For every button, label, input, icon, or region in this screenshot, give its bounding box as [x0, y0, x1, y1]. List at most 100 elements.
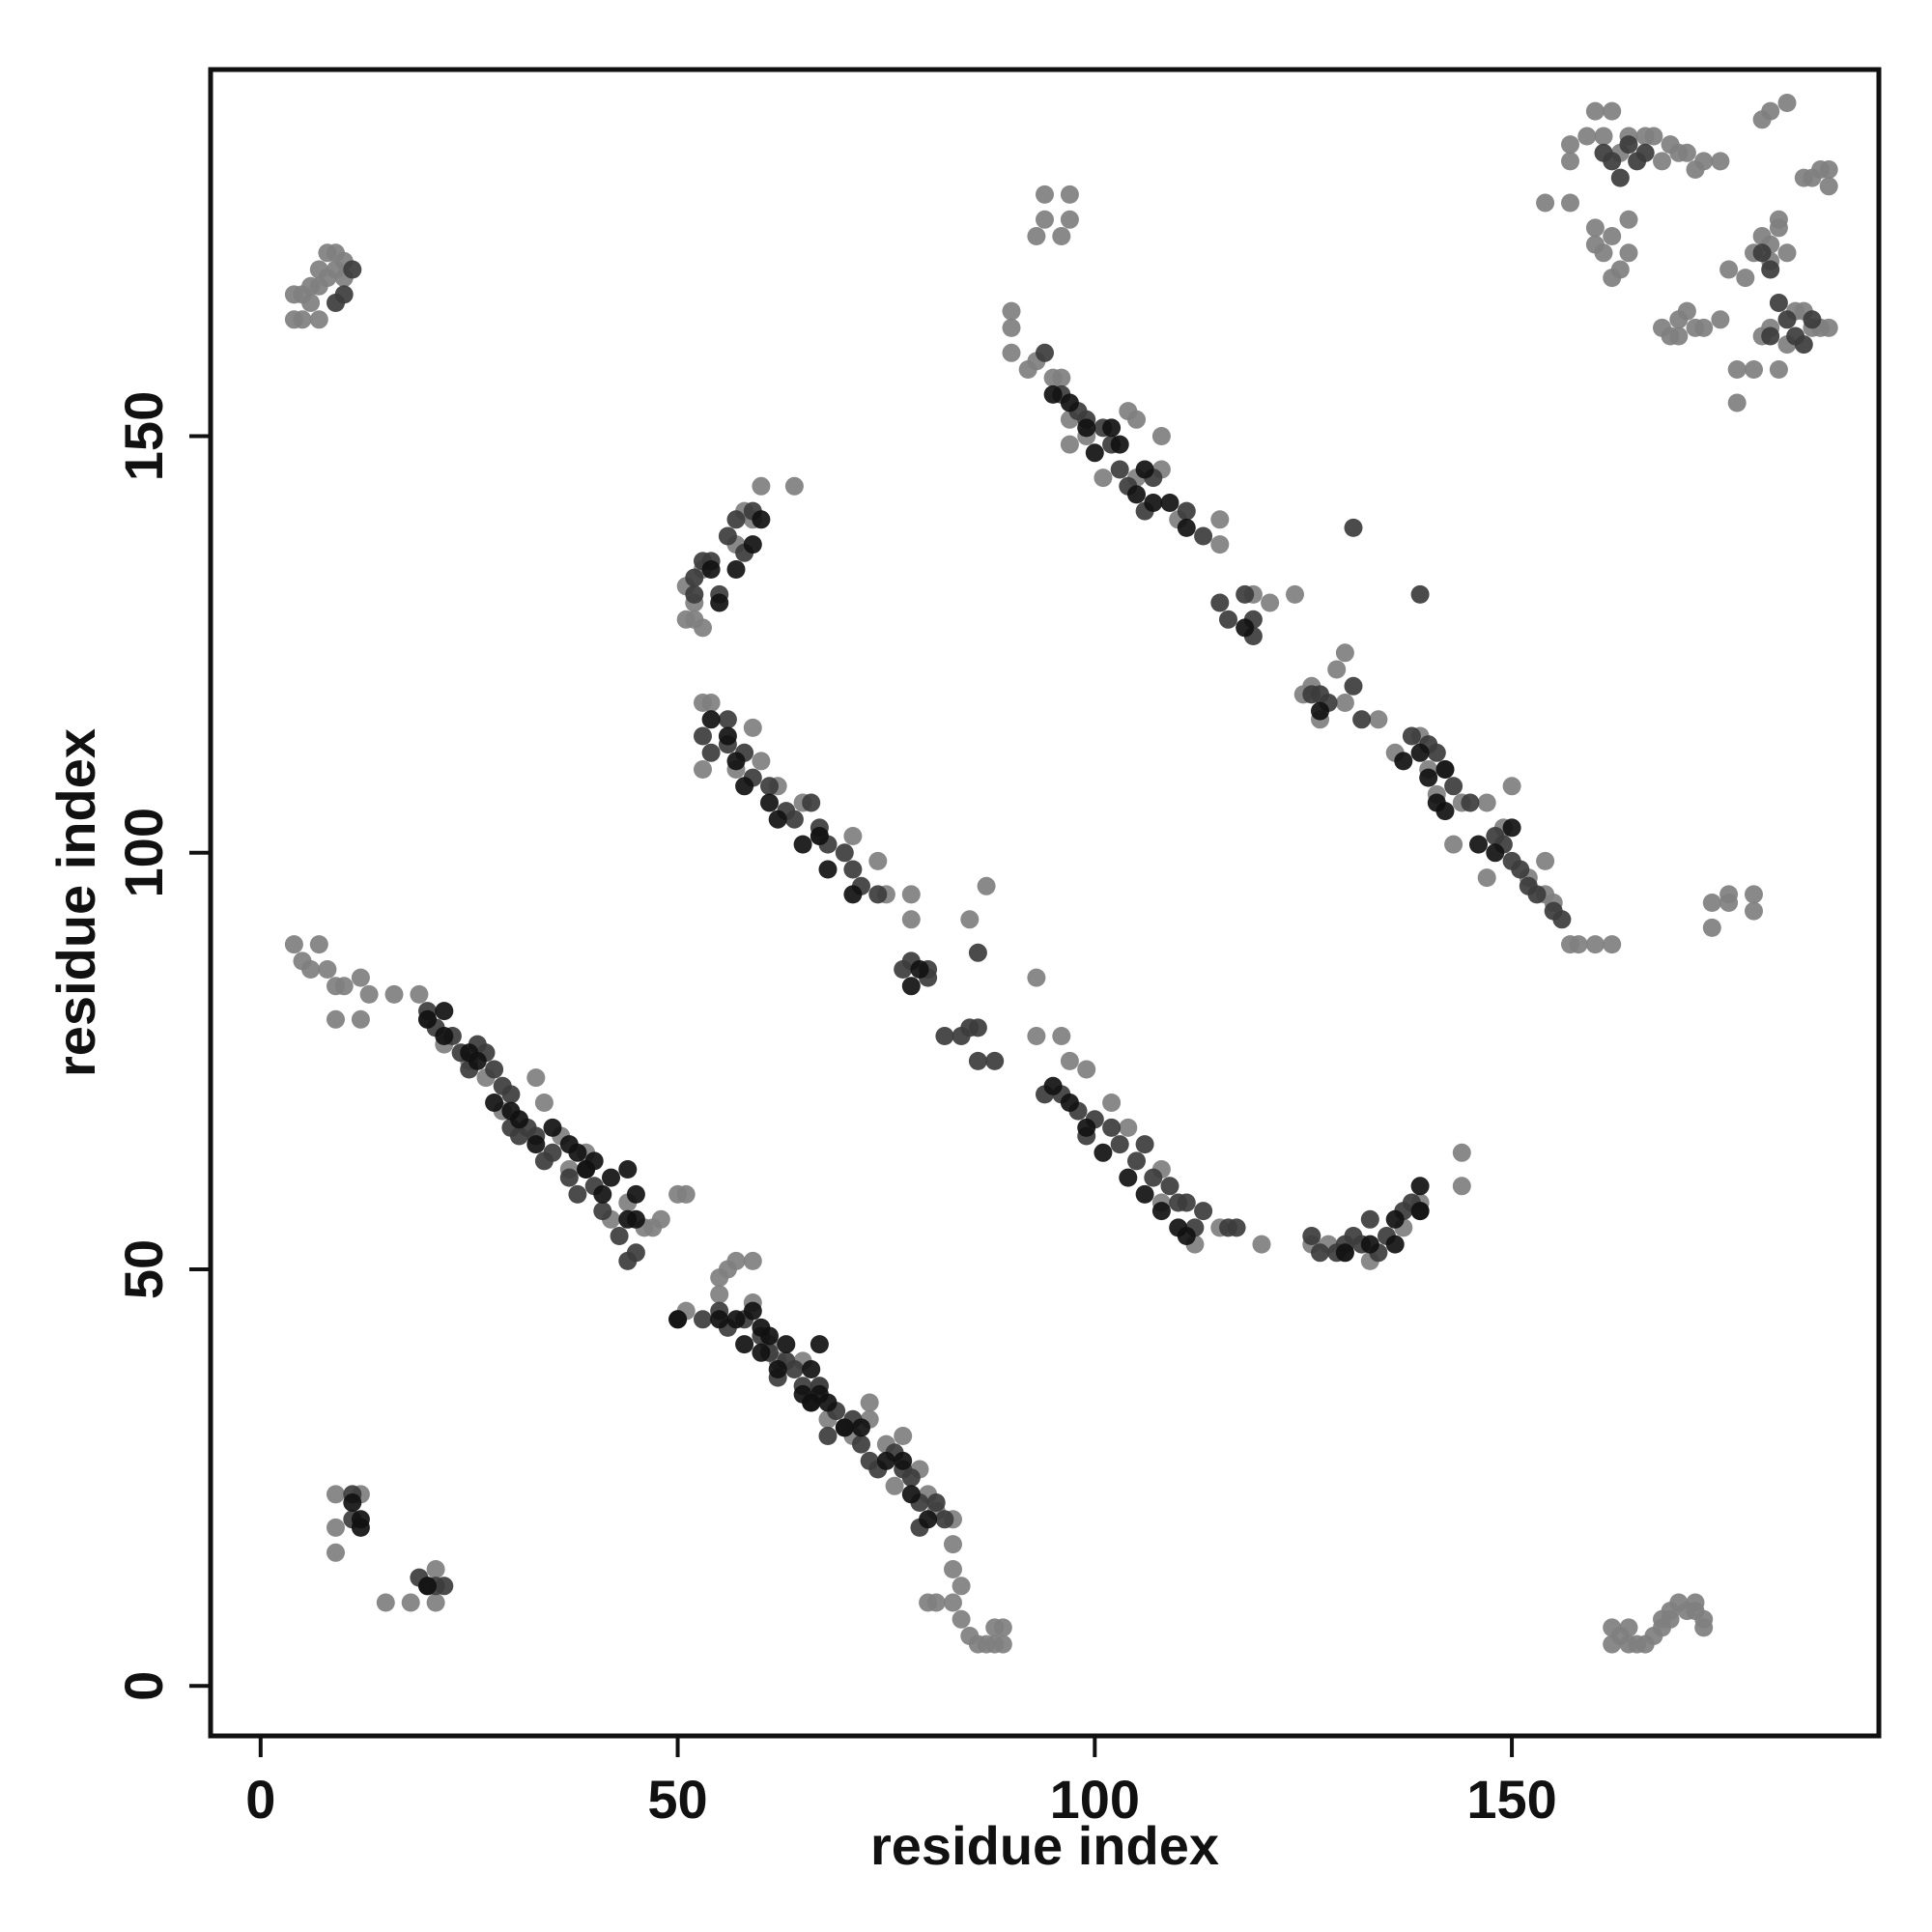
contact-point [1635, 143, 1655, 162]
contact-point [1777, 243, 1797, 263]
contact-point [1102, 418, 1122, 438]
contact-point [901, 1485, 921, 1504]
contact-point [1085, 443, 1104, 463]
contact-point [376, 1593, 395, 1612]
contact-point [1094, 469, 1113, 488]
contact-point [1669, 327, 1689, 346]
contact-point [1694, 1618, 1714, 1637]
contact-point [743, 535, 762, 554]
contact-point [309, 310, 328, 329]
contact-point [1127, 410, 1146, 429]
contact-point [735, 1335, 754, 1354]
contact-point [301, 960, 321, 979]
contact-point [351, 1009, 370, 1029]
contact-point [710, 593, 729, 612]
y-axis: 0 50 100 150 [113, 391, 211, 1701]
contact-point [1569, 935, 1588, 954]
contact-point [568, 1184, 587, 1204]
contact-point [843, 827, 863, 845]
contact-point [1394, 752, 1413, 771]
contact-point [534, 1094, 554, 1112]
contact-point [284, 935, 303, 954]
contact-point [860, 1393, 879, 1412]
contact-point [1360, 1235, 1379, 1254]
contact-point [1177, 518, 1196, 537]
contact-point [318, 960, 337, 979]
contact-point [618, 1160, 638, 1179]
contact-point [1711, 152, 1730, 171]
contact-point [1194, 526, 1213, 546]
contact-point [426, 1560, 445, 1578]
contact-point [1077, 1118, 1096, 1137]
contact-point [1110, 435, 1129, 454]
contact-point [768, 810, 787, 829]
contact-point [327, 1543, 345, 1562]
contact-point [485, 1094, 504, 1112]
contact-point [1794, 335, 1813, 355]
contact-point [993, 1634, 1012, 1654]
contact-point [1060, 185, 1079, 204]
contact-point [1702, 894, 1721, 912]
contact-point [1561, 135, 1579, 155]
contact-point [468, 1051, 487, 1070]
contact-point [1702, 918, 1721, 937]
contact-point [1402, 726, 1421, 746]
contact-point [752, 1343, 771, 1362]
contact-point [1002, 301, 1021, 321]
contact-point [1410, 1177, 1430, 1196]
contact-point [1561, 193, 1579, 213]
contact-point [1002, 343, 1021, 362]
contact-point [1360, 1209, 1379, 1229]
contact-point [760, 793, 779, 812]
contact-point [1694, 152, 1714, 171]
y-tick-label: 0 [113, 1671, 174, 1701]
contact-point [885, 1476, 904, 1495]
contact-point [418, 1009, 437, 1029]
contact-point [968, 1018, 987, 1037]
contact-point [1745, 360, 1763, 379]
contact-point [1819, 318, 1838, 337]
contact-point [985, 1051, 1005, 1070]
contact-point [1577, 127, 1597, 146]
contact-point [901, 885, 921, 904]
contact-point [351, 1518, 370, 1537]
contact-point [501, 1085, 521, 1104]
contact-point [894, 960, 913, 979]
contact-point [694, 726, 712, 746]
contact-point [1060, 435, 1079, 454]
contact-point [1435, 760, 1455, 779]
contact-point [944, 1535, 962, 1554]
contact-point [760, 1326, 779, 1346]
contact-point [894, 1427, 913, 1445]
contact-point [1144, 1168, 1163, 1187]
contact-point [726, 510, 746, 529]
y-axis-title: residue index [45, 728, 106, 1077]
contact-point [1427, 743, 1446, 762]
contact-point [901, 910, 921, 929]
contact-point [968, 1051, 987, 1070]
contact-point [1585, 935, 1605, 954]
contact-point [1135, 1135, 1154, 1154]
contact-point [752, 476, 771, 496]
x-tick-label: 100 [1050, 1769, 1140, 1830]
contact-point [852, 1435, 870, 1454]
contact-point [1619, 135, 1638, 155]
contact-point [1002, 318, 1021, 337]
contact-point [1210, 510, 1230, 529]
contact-point [1502, 777, 1521, 796]
contact-point [1769, 218, 1788, 238]
contact-point [610, 1227, 629, 1245]
contact-point [1619, 1618, 1638, 1637]
plot-frame [208, 67, 1882, 1739]
contact-point [926, 1493, 946, 1512]
contact-point [1060, 210, 1079, 229]
contact-point [852, 1418, 870, 1437]
contact-point [784, 1360, 804, 1378]
contact-point [1603, 227, 1622, 245]
contact-point [1094, 1143, 1113, 1162]
contact-point [793, 835, 812, 854]
contact-point [1435, 802, 1455, 821]
contact-point [944, 1560, 962, 1578]
contact-point [1694, 318, 1714, 337]
contact-point [327, 1518, 345, 1537]
